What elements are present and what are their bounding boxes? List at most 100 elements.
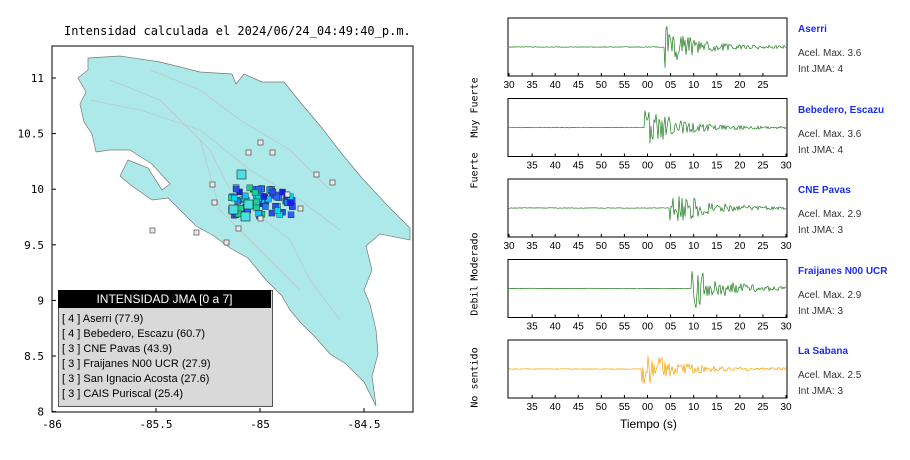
waveform-tick: 05 (665, 402, 677, 413)
waveform-tick: 25 (757, 80, 769, 91)
waveform-trace (508, 356, 787, 385)
station-marker (297, 205, 304, 212)
station-marker (234, 198, 241, 205)
country-land (77, 55, 411, 407)
map-x-tick: -85 (250, 418, 270, 431)
station-marker (246, 184, 254, 192)
waveform-tick: 35 (527, 402, 539, 413)
station-marker (209, 181, 216, 188)
legend-row: [ 4 ] Aserri (77.9) (62, 313, 144, 325)
waveform-tick: 00 (642, 80, 654, 91)
waveform-tick: 55 (619, 322, 631, 333)
station-marker (268, 209, 276, 217)
waveform-tick: 40 (550, 241, 562, 252)
waveform-tick: 45 (573, 402, 585, 413)
waveform-tick: 15 (711, 80, 723, 91)
waveform-tick: 50 (596, 402, 608, 413)
waveform-tick: 30 (503, 80, 515, 91)
station-marker (287, 211, 295, 219)
station-marker (284, 191, 291, 198)
station-marker (240, 211, 251, 222)
station-marker (257, 139, 264, 146)
station-marker (242, 192, 249, 200)
waveform-station-name: CNE Pavas (798, 185, 851, 196)
map-x-tick: -84.5 (347, 418, 380, 431)
waveform-tick: 50 (596, 241, 608, 252)
station-marker (251, 189, 259, 196)
station-marker (243, 199, 254, 210)
colorbar-label-muy-fuerte: Muy Fuerte (469, 77, 481, 138)
waveform-tick: 35 (527, 161, 539, 172)
waveform-station-name: Fraijanes N00 UCR (798, 265, 888, 277)
waveform-tick: 55 (619, 161, 631, 172)
waveform-tick: 40 (550, 322, 562, 333)
legend-row: [ 3 ] CAIS Puriscal (25.4) (62, 388, 184, 400)
waveform-xlabel: Tiempo (s) (620, 417, 677, 431)
waveform-peak-acel: Acel. Max. 2.9 (798, 209, 862, 220)
map-title: Intensidad calculada el 2024/06/24_04:49… (64, 24, 411, 38)
map-y-tick: 11 (31, 72, 44, 85)
waveform-tick: 10 (688, 80, 700, 91)
station-marker (211, 199, 218, 206)
waveform-tick: 30 (780, 241, 792, 252)
station-marker (235, 225, 242, 232)
waveform-tick: 05 (665, 80, 677, 91)
station-marker (262, 203, 269, 210)
waveform-tick: 15 (711, 322, 723, 333)
waveform-tick: 20 (734, 80, 746, 91)
station-marker (228, 204, 239, 215)
waveform-tick: 45 (573, 161, 585, 172)
legend-row: [ 3 ] Fraijanes N00 UCR (27.9) (62, 358, 211, 370)
waveform-panels: 30 35 40 45 50 55 00 05 10 15 20 25 35 40 45 50 55 00 05 10… (503, 17, 792, 413)
station-marker (279, 188, 286, 196)
station-marker (223, 239, 230, 246)
map-x-tick: -85.5 (139, 418, 172, 431)
map-y-tick: 8 (37, 406, 44, 419)
waveform-tick: 15 (711, 241, 723, 252)
waveform-peak-acel: Acel. Max. 2.9 (798, 289, 862, 301)
waveform-jma: Int JMA: 3 (798, 225, 844, 236)
waveform-tick: 20 (734, 402, 746, 413)
waveform-tick: 00 (642, 322, 654, 333)
waveform-tick: 35 (527, 80, 539, 91)
waveform-tick: 10 (688, 241, 700, 252)
waveform-tick: 55 (619, 80, 631, 91)
waveform-tick: 10 (688, 161, 700, 172)
waveform-jma: Int JMA: 3 (798, 305, 844, 317)
waveform-tick: 40 (550, 402, 562, 413)
colorbar-label-no-sentido: No sentido (469, 347, 481, 408)
waveform-jma: Int JMA: 4 (798, 64, 844, 75)
waveform-tick: 20 (734, 322, 746, 333)
waveform-station-name: Aserri (798, 24, 827, 35)
map-y-tick: 9 (37, 294, 44, 307)
station-marker (253, 204, 260, 211)
waveform-trace (508, 196, 787, 221)
waveform-tick: 20 (734, 241, 746, 252)
waveform-tick: 20 (734, 161, 746, 172)
waveform-peak-acel: Acel. Max. 2.5 (798, 370, 862, 381)
station-marker (269, 188, 277, 196)
station-marker (255, 210, 262, 217)
station-marker (287, 199, 294, 206)
legend-row: [ 4 ] Bebedero, Escazu (60.7) (62, 328, 206, 340)
waveform-tick: 25 (757, 322, 769, 333)
waveform-tick: 30 (780, 402, 792, 413)
colorbar-label-debil: Debil (469, 285, 481, 316)
waveform-tick: 40 (550, 80, 562, 91)
waveform-tick: 10 (688, 322, 700, 333)
station-marker (237, 205, 244, 212)
waveform-tick: 30 (503, 241, 515, 252)
waveform-trace (508, 25, 787, 68)
waveform-tick: 00 (642, 161, 654, 172)
station-marker (273, 193, 281, 201)
waveform-tick: 40 (550, 161, 562, 172)
colorbar-label-fuerte: Fuerte (469, 152, 481, 189)
station-marker (274, 207, 281, 214)
waveform-jma: Int JMA: 4 (798, 144, 844, 156)
waveform-tick: 30 (780, 161, 792, 172)
waveform-tick: 10 (688, 402, 700, 413)
waveform-trace (508, 271, 787, 308)
station-marker (260, 193, 267, 200)
station-marker (232, 185, 240, 193)
waveform-tick: 45 (573, 80, 585, 91)
